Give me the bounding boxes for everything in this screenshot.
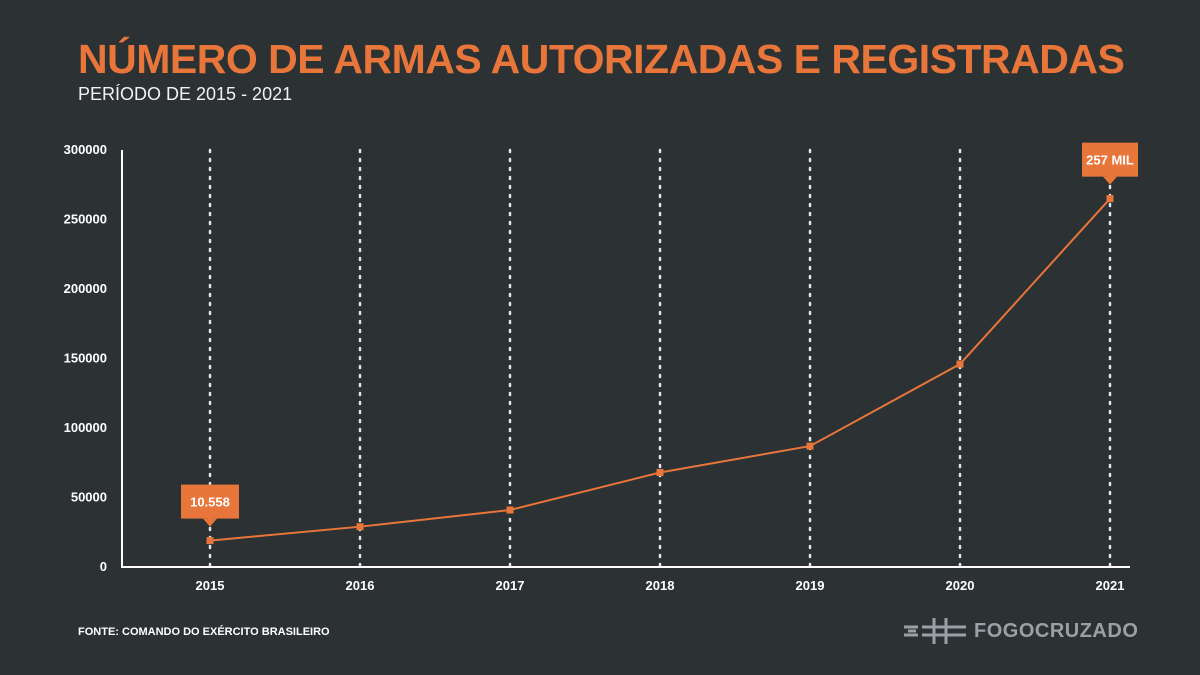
series-group — [206, 195, 1114, 545]
x-tick-label: 2017 — [496, 578, 525, 593]
hash-icon — [904, 618, 966, 644]
x-tick-label: 2015 — [196, 578, 225, 593]
x-tick-label: 2020 — [946, 578, 975, 593]
callout-label: 10.558 — [190, 495, 230, 510]
x-tick-label: 2021 — [1096, 578, 1125, 593]
y-tick-label: 50000 — [71, 490, 107, 505]
callouts: 10.558 257 MIL — [181, 142, 1138, 527]
callout-2021: 257 MIL — [1082, 142, 1138, 185]
y-tick-label: 100000 — [64, 420, 107, 435]
source-note: FONTE: COMANDO DO EXÉRCITO BRASILEIRO — [78, 626, 330, 638]
gridlines — [208, 148, 1112, 569]
y-tick-label: 250000 — [64, 212, 107, 227]
axes — [121, 150, 1130, 568]
data-point-2015 — [206, 537, 214, 545]
data-point-2016 — [356, 523, 364, 531]
data-point-2019 — [806, 442, 814, 450]
callout-pointer — [203, 518, 217, 527]
callout-box — [1082, 142, 1138, 177]
logo-text: FOGOCRUZADO — [974, 619, 1139, 642]
x-tick-labels: 2015 2016 2017 2018 2019 2020 2021 — [196, 578, 1125, 593]
chart-title: NÚMERO DE ARMAS AUTORIZADAS E REGISTRADA… — [78, 36, 1125, 82]
y-tick-labels: 300000 250000 200000 150000 100000 50000 0 — [64, 142, 107, 574]
data-point-2018 — [656, 468, 664, 476]
y-tick-label: 200000 — [64, 281, 107, 296]
y-tick-label: 0 — [100, 559, 107, 574]
data-point-2017 — [506, 506, 514, 514]
callout-box — [181, 484, 239, 519]
callout-2015: 10.558 — [181, 484, 239, 527]
logo: FOGOCRUZADO — [904, 616, 1138, 646]
y-tick-label: 300000 — [64, 142, 107, 157]
y-tick-label: 150000 — [64, 351, 107, 366]
data-point-2021 — [1106, 195, 1114, 203]
callout-pointer — [1103, 176, 1117, 185]
callout-label: 257 MIL — [1086, 153, 1134, 168]
x-tick-label: 2018 — [646, 578, 675, 593]
data-point-2020 — [956, 360, 964, 368]
x-tick-label: 2019 — [796, 578, 825, 593]
x-tick-label: 2016 — [346, 578, 375, 593]
chart-subtitle: PERÍODO DE 2015 - 2021 — [78, 84, 293, 104]
